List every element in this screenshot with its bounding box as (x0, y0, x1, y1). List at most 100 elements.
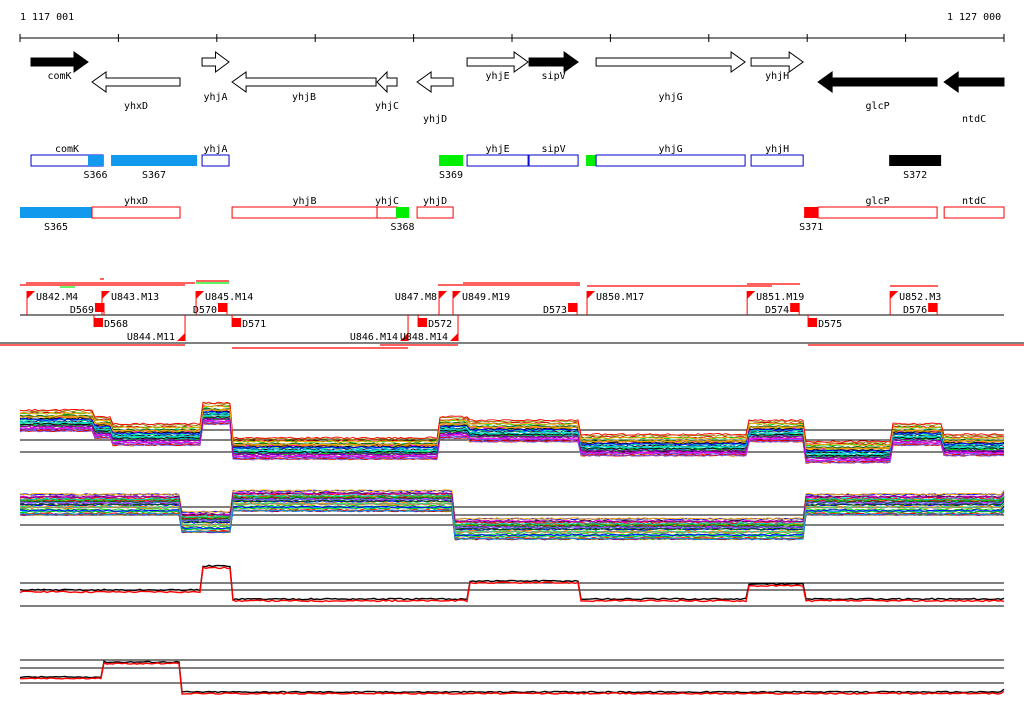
gene-arrow-glcP (817, 71, 938, 93)
upshift-label: U846.M14 (350, 332, 398, 343)
expression-panel-3 (19, 564, 1005, 607)
downshift-label: D571 (242, 319, 266, 330)
upshift-flag-icon (747, 291, 756, 299)
upshift-flag-icon (450, 333, 459, 341)
downshift-square (94, 318, 104, 327)
expression-trace (19, 661, 1005, 695)
segment-S366 (88, 155, 104, 166)
expression-trace (19, 422, 1005, 464)
expression-trace (19, 405, 1005, 447)
upshift-label: U850.M17 (596, 292, 644, 303)
expression-trace (19, 509, 1005, 541)
gene-box-yhjH (750, 154, 804, 167)
segment-label: S372 (903, 170, 927, 181)
segment-label: S369 (439, 170, 463, 181)
gene-label-yhjE: yhjE (486, 71, 510, 82)
upshift-label: U842.M4 (36, 292, 78, 303)
expression-trace (19, 493, 1005, 525)
gene-box-label: yhjA (203, 144, 227, 155)
gene-label-yhjB: yhjB (292, 92, 316, 103)
gene-box-label: ntdC (962, 196, 986, 207)
gene-box-ntdC (943, 206, 1005, 219)
expression-trace (19, 497, 1005, 529)
upshift-label: U851.M19 (756, 292, 804, 303)
expression-trace (19, 415, 1005, 457)
gene-box-yhjD (416, 206, 454, 219)
upshift-label: U852.M3 (899, 292, 941, 303)
expression-trace (19, 499, 1005, 531)
gene-arrow-yhjD (416, 71, 454, 93)
expression-trace (19, 419, 1005, 462)
expression-trace (19, 489, 1005, 521)
gene-label-ntdC: ntdC (962, 114, 986, 125)
upshift-flag-icon (177, 333, 186, 341)
segment-S372 (889, 155, 942, 166)
gene-label-yhjA: yhjA (203, 92, 227, 103)
gene-box-label: yhjG (659, 144, 683, 155)
downshift-square (568, 303, 578, 312)
upshift-flag-icon (453, 291, 462, 299)
ruler-start-label: 1 117 001 (20, 12, 75, 23)
segment-label: S367 (142, 170, 166, 181)
gene-arrow-yhjE (466, 51, 529, 73)
gene-arrow-yhxD (91, 71, 181, 93)
gene-label-comK: comK (47, 71, 71, 82)
segment-S365 (20, 207, 93, 218)
expression-trace (19, 401, 1005, 443)
segment-S367 (111, 155, 198, 166)
expression-trace (19, 410, 1005, 452)
expression-trace (19, 505, 1005, 537)
upshift-label: U848.M14 (400, 332, 448, 343)
expression-trace (19, 405, 1005, 447)
upshift-label: U843.M13 (111, 292, 159, 303)
upshift-label: U849.M19 (462, 292, 510, 303)
downshift-square (218, 303, 228, 312)
expression-trace (19, 494, 1005, 525)
downshift-label: D570 (193, 305, 217, 316)
gene-box-label: yhjD (423, 196, 447, 207)
expression-trace (19, 404, 1005, 446)
expression-panel-2 (19, 489, 1005, 541)
segment-label: S371 (799, 222, 823, 233)
upshift-flag-icon (587, 291, 596, 299)
downshift-label: D575 (818, 319, 842, 330)
gene-box-yhjG (595, 154, 746, 167)
downshift-label: D572 (428, 319, 452, 330)
expression-trace (19, 408, 1005, 450)
gene-label-yhxD: yhxD (124, 101, 148, 112)
downshift-square (928, 303, 938, 312)
gene-box-label: sipV (542, 144, 566, 155)
downshift-label: D573 (543, 305, 567, 316)
gene-label-glcP: glcP (866, 101, 890, 112)
expression-trace (19, 660, 1005, 694)
gene-box-label: comK (55, 144, 79, 155)
downshift-label: D574 (765, 305, 789, 316)
gene-label-yhjD: yhjD (423, 114, 447, 125)
upshift-flag-icon (400, 333, 409, 341)
segment-S368 (396, 207, 410, 218)
ruler-end-label: 1 127 000 (947, 12, 1002, 23)
expression-trace (19, 492, 1005, 523)
upshift-flag-icon (196, 291, 205, 299)
gene-arrow-yhjA (201, 51, 230, 73)
downshift-label: D569 (70, 305, 94, 316)
segment-label: S368 (390, 222, 414, 233)
gene-box-yhxD (91, 206, 181, 219)
expression-trace (19, 566, 1005, 603)
downshift-square (790, 303, 800, 312)
downshift-label: D576 (903, 305, 927, 316)
downshift-square (94, 303, 104, 312)
gene-arrow-yhjH (750, 51, 805, 73)
expression-trace (19, 413, 1005, 456)
gene-box-yhjB (231, 206, 378, 219)
gene-box-glcP (817, 206, 938, 219)
gene-box-label: glcP (866, 196, 890, 207)
gene-arrow-yhjB (231, 71, 377, 93)
segment-S369 (439, 155, 464, 166)
segment-label: S365 (44, 222, 68, 233)
gene-box-label: yhjC (375, 196, 399, 207)
gene-arrow-comK (30, 51, 89, 73)
upshift-label: U847.M8 (395, 292, 437, 303)
gene-label-yhjG: yhjG (659, 92, 683, 103)
